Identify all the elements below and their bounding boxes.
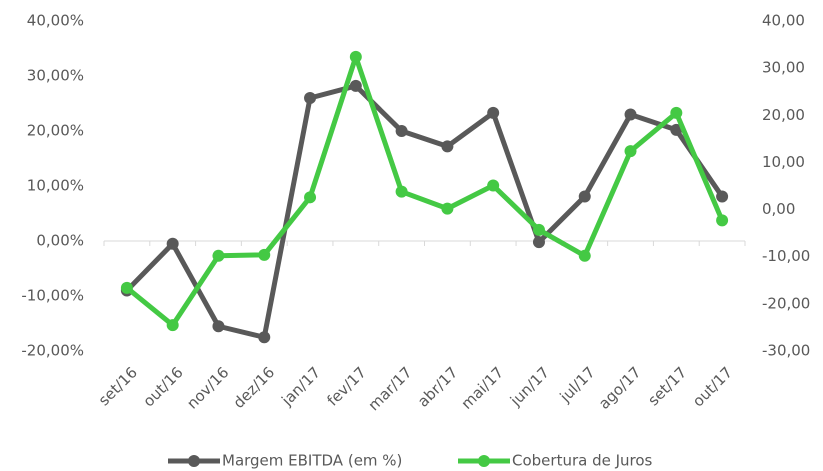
x-tick-label: jul/17 (556, 363, 599, 406)
data-point (487, 179, 500, 192)
data-point (304, 191, 317, 204)
data-point (258, 248, 271, 261)
data-point (395, 125, 408, 137)
y-tick-label: 0,00% (36, 232, 84, 250)
legend-label: Cobertura de Juros (512, 452, 653, 470)
legend-marker (478, 455, 490, 467)
data-point (166, 319, 179, 332)
data-point (441, 202, 454, 215)
x-tick-label: jun/17 (506, 363, 553, 410)
y2-tick-label: -10,00 (762, 247, 810, 265)
x-tick-label: nov/16 (183, 363, 232, 412)
data-point (212, 320, 225, 333)
x-tick-label: mai/17 (458, 363, 508, 413)
data-point (487, 106, 500, 119)
data-point (624, 108, 637, 121)
data-point (120, 281, 133, 294)
data-point (624, 145, 637, 158)
x-tick-label: fev/17 (323, 363, 369, 409)
y-tick-label: 30,00% (27, 67, 84, 85)
data-point (670, 106, 683, 119)
x-tick-label: set/17 (644, 363, 690, 409)
legend-marker (188, 455, 200, 467)
y2-tick-label: 30,00 (762, 59, 805, 77)
data-point (670, 123, 683, 136)
y-tick-label: 40,00% (27, 12, 84, 30)
y2-tick-label: 10,00 (762, 153, 805, 171)
data-point (349, 50, 362, 63)
data-point (532, 236, 545, 249)
y2-tick-label: -20,00 (762, 294, 810, 312)
x-tick-label: out/17 (689, 363, 736, 410)
x-tick-label: mar/17 (365, 363, 416, 414)
y2-tick-label: 0,00 (762, 200, 795, 218)
data-point (578, 249, 591, 262)
y-tick-label: -10,00% (21, 287, 84, 305)
data-point (395, 185, 408, 198)
data-point (578, 190, 591, 203)
data-point (166, 237, 179, 250)
data-point (716, 214, 729, 227)
x-tick-label: jan/17 (277, 363, 324, 410)
y2-tick-label: 20,00 (762, 106, 805, 124)
data-point (304, 92, 317, 104)
legend-label: Margem EBITDA (em %) (222, 452, 402, 470)
data-point (441, 140, 454, 153)
y-tick-label: -20,00% (21, 342, 84, 360)
y2-tick-label: -30,00 (762, 342, 810, 360)
x-tick-label: dez/16 (230, 363, 279, 412)
series-line (125, 83, 725, 340)
data-point (349, 79, 362, 92)
data-point (716, 190, 729, 203)
x-tick-label: set/16 (95, 363, 141, 409)
series-line (125, 54, 725, 328)
y2-tick-label: 40,00 (762, 12, 805, 30)
data-point (212, 249, 225, 262)
data-point (258, 331, 271, 344)
x-tick-label: abr/17 (414, 363, 461, 410)
x-tick-label: ago/17 (595, 363, 645, 413)
y-tick-label: 10,00% (27, 177, 84, 195)
y-tick-label: 20,00% (27, 122, 84, 140)
data-point (532, 223, 545, 236)
x-tick-label: out/16 (140, 363, 187, 410)
